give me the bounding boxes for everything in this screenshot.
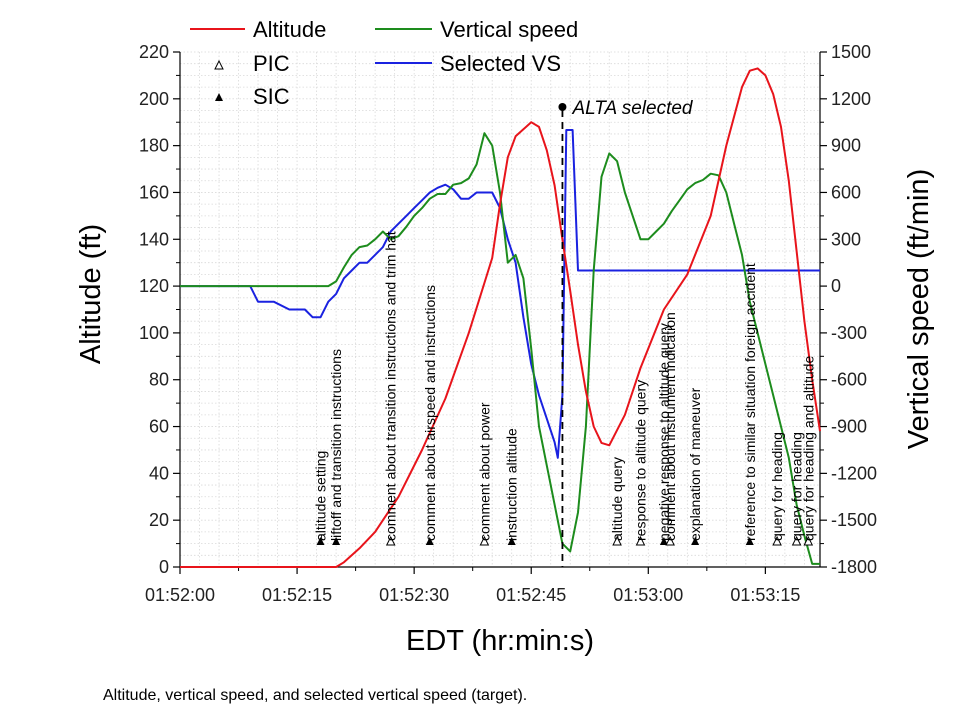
event-label: altitude query (609, 457, 625, 541)
y-right-tick-label: 300 (831, 229, 861, 249)
alta-selected-dot (558, 103, 567, 111)
alta-selected-label: ALTA selected (571, 98, 693, 119)
x-tick-label: 01:53:15 (730, 585, 800, 605)
y-left-tick-label: 40 (149, 463, 169, 483)
pic-event-marker (635, 535, 646, 546)
x-tick-label: 01:53:00 (613, 585, 683, 605)
sic-event-marker (316, 537, 325, 545)
y-left-tick-label: 0 (159, 557, 169, 577)
y-axis-label-right: Vertical speed (ft/min) (903, 169, 935, 449)
event-label: instruction altitude (504, 428, 520, 541)
pic-event-marker (803, 535, 814, 546)
legend-label: SIC (253, 84, 290, 109)
sic-event-marker (425, 537, 434, 545)
y-right-tick-label: -1500 (831, 510, 877, 530)
figure-caption: Altitude, vertical speed, and selected v… (103, 687, 528, 704)
x-tick-label: 01:52:15 (262, 585, 332, 605)
sic-event-marker (507, 537, 516, 545)
series-line-altitude (180, 67, 821, 568)
event-label: negative response to altitude query (656, 323, 672, 541)
event-label: query for heading (769, 432, 785, 541)
event-label: reference to similar situation foreign a… (742, 263, 758, 541)
y-right-tick-label: -1200 (831, 463, 877, 483)
y-left-tick-label: 140 (139, 229, 169, 249)
event-label: altitude setting (312, 451, 328, 541)
event-markers: altitude setting liftoff and transition i… (312, 231, 816, 546)
pic-event-marker (479, 535, 490, 546)
x-tick-label: 01:52:00 (145, 585, 215, 605)
y-left-tick-label: 120 (139, 276, 169, 296)
legend-pic-marker (214, 59, 224, 70)
y-right-tick-label: 600 (831, 182, 861, 202)
annotation: ALTA selected (558, 98, 694, 567)
legend-label: PIC (253, 51, 290, 76)
event-label: query for heading and altitude (800, 356, 816, 541)
pic-event-marker (385, 535, 396, 546)
legend-label: Selected VS (440, 51, 561, 76)
x-tick-label: 01:52:30 (379, 585, 449, 605)
event-label: explanation of maneuver (687, 387, 703, 541)
y-left-tick-label: 60 (149, 417, 169, 437)
y-right-tick-label: -600 (831, 370, 867, 390)
y-left-tick-label: 80 (149, 370, 169, 390)
y-right-tick-label: -300 (831, 323, 867, 343)
event-label: comment about airspeed and instructions (422, 285, 438, 541)
pic-event-marker (791, 535, 802, 546)
sic-event-marker (659, 537, 668, 545)
event-label: comment about transition instructions an… (383, 231, 399, 541)
x-axis-label: EDT (hr:min:s) (406, 625, 594, 657)
y-left-tick-label: 180 (139, 136, 169, 156)
pic-event-marker (665, 535, 675, 546)
chart: 0 20 40 60 80 100 120 140 160 180 200 220 -1800 -1500… (75, 17, 935, 657)
sic-event-marker (332, 537, 341, 545)
y-left-tick-label: 220 (139, 42, 169, 62)
y-right-tick-label: -1800 (831, 557, 877, 577)
event-label: comment about power (476, 402, 492, 541)
grid (179, 51, 820, 568)
sic-event-marker (745, 537, 754, 545)
x-tick-label: 01:52:45 (496, 585, 566, 605)
event-label: comment about instrument indication (662, 312, 678, 541)
legend-label: Altitude (253, 17, 326, 42)
legend-sic-marker (215, 93, 223, 101)
y-right-tick-label: 1500 (831, 42, 871, 62)
event-label: query for heading (789, 432, 805, 541)
series-line-selected-vs (180, 129, 820, 459)
y-left-tick-label: 160 (139, 182, 169, 202)
y-right-tick-label: 1200 (831, 89, 871, 109)
y-right-tick-label: 900 (831, 136, 861, 156)
y-axis-label-left: Altitude (ft) (75, 224, 107, 364)
legend-label: Vertical speed (440, 17, 578, 42)
pic-event-marker (612, 535, 622, 546)
event-label: liftoff and transition instructions (328, 349, 344, 541)
pic-event-marker (772, 535, 782, 546)
y-left-tick-label: 200 (139, 89, 169, 109)
y-right-tick-label: -900 (831, 417, 867, 437)
sic-event-marker (691, 537, 700, 545)
y-left-tick-label: 20 (149, 510, 169, 530)
series-line-vertical-speed (180, 132, 820, 565)
y-right-tick-label: 0 (831, 276, 841, 296)
y-left-tick-label: 100 (139, 323, 169, 343)
legend: Altitude Vertical speed Selected VS PIC SIC (190, 17, 578, 109)
event-label: response to altitude query (632, 380, 648, 541)
axes: 0 20 40 60 80 100 120 140 160 180 200 220 -1800 -1500… (139, 42, 877, 605)
series-layer (180, 67, 821, 568)
